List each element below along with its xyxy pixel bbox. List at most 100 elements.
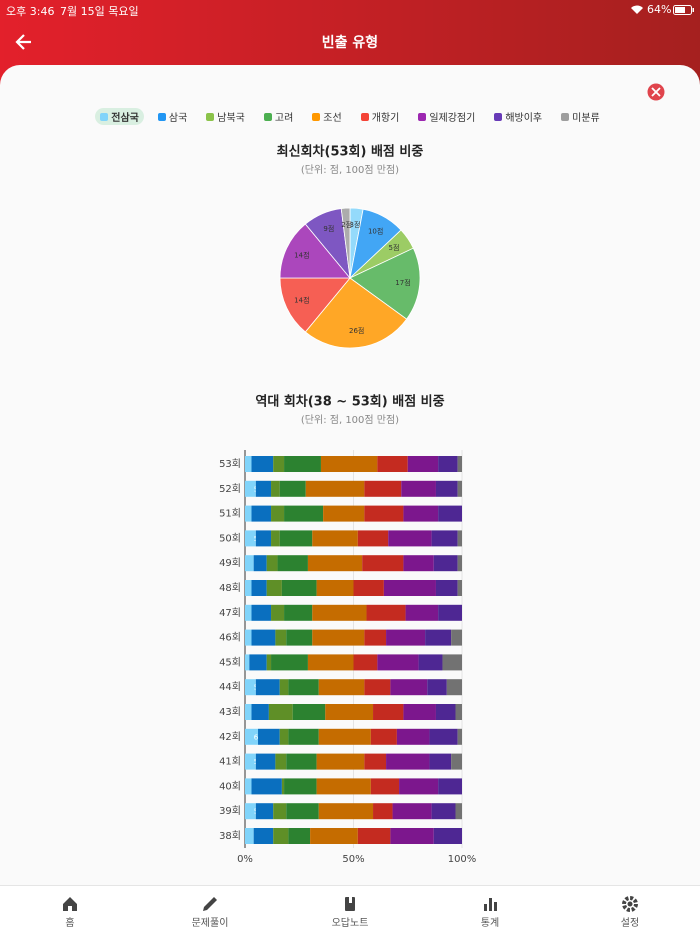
bar-segment	[442, 654, 462, 671]
bar-segment	[310, 828, 358, 844]
legend-label: 개항기	[371, 113, 400, 124]
legend: 전삼국 삼국 남북국 고려 조선 개항기 일제강점기 해방이후 미분류	[0, 108, 700, 125]
tab-label: 홈	[65, 918, 75, 929]
bar-segment	[455, 704, 462, 720]
bar-segment	[245, 505, 252, 522]
pie-label: 9점	[323, 225, 334, 233]
tab-item[interactable]: 설정	[560, 886, 700, 929]
bar-segment	[373, 704, 404, 720]
legend-item[interactable]: 남북국	[201, 108, 250, 125]
bar-segment	[251, 604, 272, 621]
pie-label: 3점	[350, 221, 361, 229]
chart-subtitle: (단위: 점, 100점 만점)	[301, 413, 399, 426]
close-button[interactable]	[647, 83, 665, 101]
bar-segment	[266, 654, 272, 671]
bar-segment	[323, 505, 365, 522]
bar-segment	[286, 629, 313, 646]
legend-item[interactable]: 해방이후	[489, 108, 547, 125]
bar-segment	[429, 753, 452, 770]
bar-segment	[292, 704, 326, 720]
bar-segment	[427, 679, 447, 696]
legend-label: 전삼국	[111, 113, 139, 124]
legend-swatch	[206, 112, 215, 121]
legend-item[interactable]: 개항기	[356, 108, 405, 125]
legend-label: 일제강점기	[429, 113, 476, 124]
bar-segment	[457, 530, 462, 547]
tab-label: 오답노트	[331, 918, 369, 929]
y-tick-label: 45회	[219, 656, 241, 668]
tab-icon	[345, 897, 355, 911]
legend-label: 남북국	[217, 113, 245, 124]
bar-segment	[255, 679, 280, 696]
legend-swatch	[312, 112, 321, 121]
legend-item[interactable]: 일제강점기	[413, 108, 480, 125]
y-tick-label: 46회	[219, 632, 241, 644]
bar-segment	[288, 828, 311, 844]
bar-segment	[281, 778, 285, 795]
bar-segment	[405, 604, 439, 621]
legend-item[interactable]: 미분류	[556, 108, 605, 125]
bar-segment	[403, 505, 439, 522]
tab-label: 문제풀이	[191, 918, 229, 929]
bar-segment	[255, 530, 272, 547]
charts: 최신회차(53회) 배점 비중 (단위: 점, 100점 만점) 3점 10점 5점 17…	[219, 83, 665, 865]
bar-segment	[284, 456, 321, 472]
y-tick-label: 47회	[219, 607, 241, 619]
bar-segment	[455, 803, 462, 820]
y-tick-label: 44회	[219, 681, 241, 693]
bar-segment	[281, 580, 317, 596]
legend-item[interactable]: 조선	[307, 108, 346, 125]
legend-item[interactable]: 전삼국	[95, 108, 144, 125]
bar-segment	[318, 728, 371, 745]
y-tick-label: 52회	[219, 483, 241, 495]
bar-segment	[275, 753, 287, 770]
bar-segment	[271, 604, 285, 621]
bar-segment	[312, 530, 358, 547]
back-button[interactable]	[14, 32, 34, 52]
y-tick-label: 38회	[219, 830, 241, 842]
bar-segment	[275, 629, 287, 646]
bar-segment	[407, 456, 439, 472]
bar-segment	[325, 704, 374, 720]
bar-segment	[418, 654, 443, 671]
bar-segment	[266, 555, 278, 572]
tab-item[interactable]: 통계	[420, 886, 560, 929]
bar-segment	[370, 728, 397, 745]
bar-segment	[251, 580, 267, 596]
bar-segment	[316, 580, 354, 596]
tab-item[interactable]: 오답노트	[280, 886, 420, 929]
bar-segment	[431, 803, 456, 820]
bar-segment	[438, 778, 462, 795]
bar-segment	[245, 803, 256, 820]
bar-segment	[249, 654, 267, 671]
bar-segment	[273, 456, 285, 472]
legend-item[interactable]: 고려	[259, 108, 298, 125]
bar-segment	[401, 480, 436, 497]
tab-item[interactable]: 홈	[0, 886, 140, 929]
bar-segment	[390, 679, 428, 696]
bar-segment	[288, 679, 319, 696]
legend-item[interactable]: 삼국	[153, 108, 192, 125]
bar-segment	[251, 456, 274, 472]
bar-segment	[284, 604, 313, 621]
y-tick-label: 42회	[219, 731, 241, 743]
bar-segment	[316, 753, 365, 770]
bar-segment	[429, 728, 458, 745]
tab-item[interactable]: 문제풀이	[140, 886, 280, 929]
bar-segment	[403, 704, 436, 720]
bar-segment	[318, 803, 374, 820]
bar-segment	[305, 480, 365, 497]
legend-label: 고려	[274, 113, 294, 124]
bar-segment	[457, 456, 462, 472]
bar-segment	[364, 505, 404, 522]
bar-segment	[245, 555, 254, 572]
bar-segment	[245, 828, 254, 844]
bar-segment	[425, 629, 452, 646]
pie-slice	[279, 223, 351, 279]
bar-segment	[451, 753, 462, 770]
bar-segment	[288, 728, 319, 745]
bar-segment	[364, 753, 387, 770]
bar-segment	[245, 654, 250, 671]
y-tick-label: 50회	[219, 532, 241, 544]
bar-segment	[286, 803, 319, 820]
